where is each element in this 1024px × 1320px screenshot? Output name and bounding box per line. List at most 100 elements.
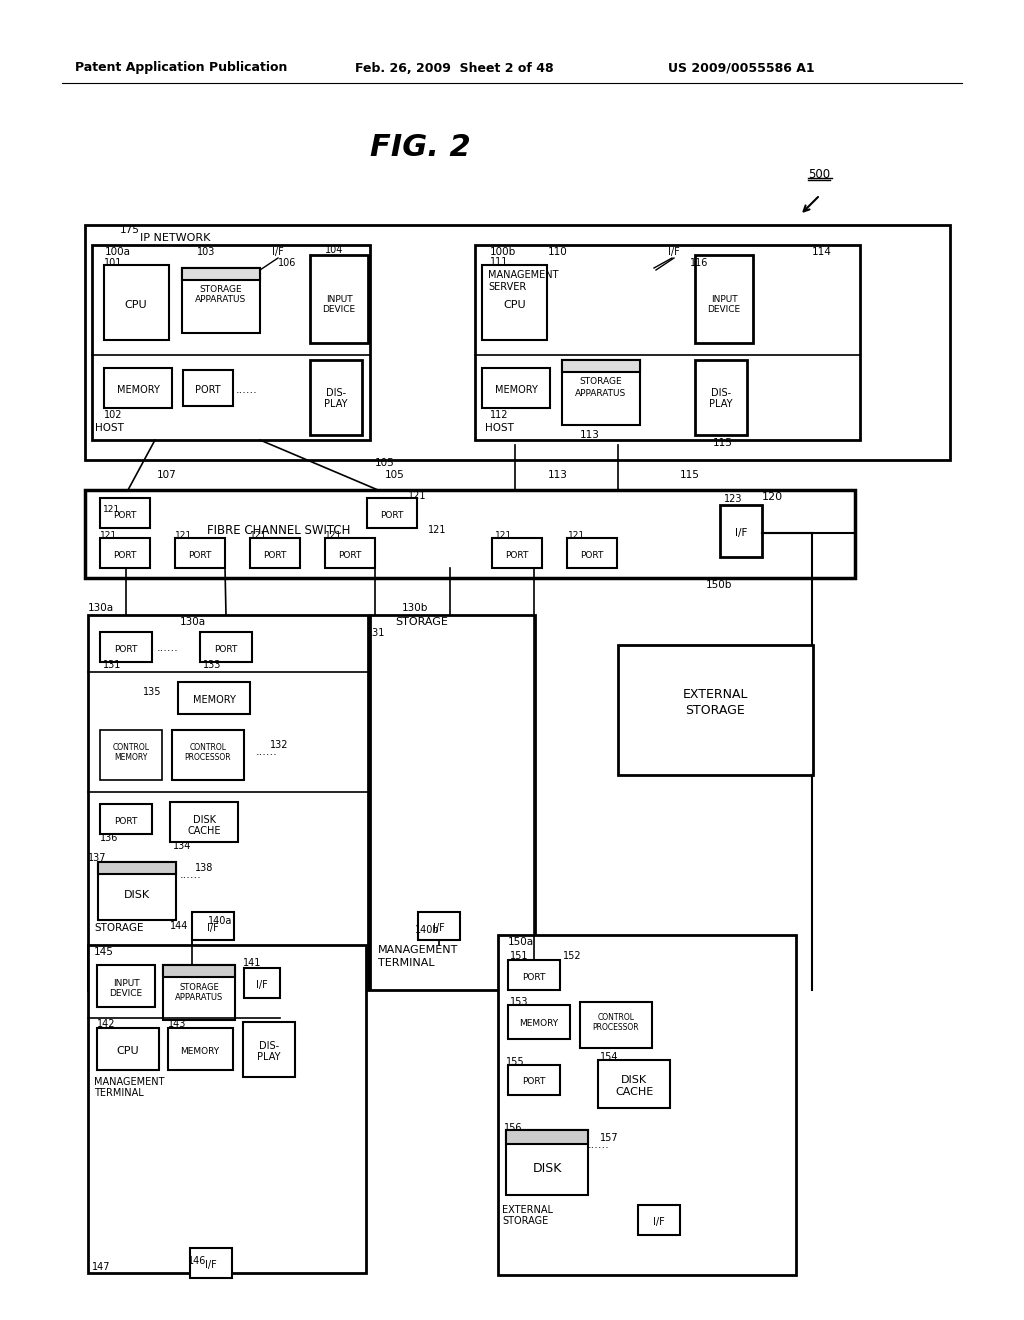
Text: 133: 133 xyxy=(203,660,221,671)
Bar xyxy=(178,682,250,714)
Text: I/F: I/F xyxy=(207,923,219,933)
Text: EXTERNAL: EXTERNAL xyxy=(682,689,748,701)
Text: MANAGEMENT: MANAGEMENT xyxy=(94,1077,165,1086)
Text: PORT: PORT xyxy=(115,817,137,825)
Bar xyxy=(720,506,762,557)
Text: 146: 146 xyxy=(188,1257,207,1266)
Text: 121: 121 xyxy=(428,525,446,535)
Text: CACHE: CACHE xyxy=(614,1086,653,1097)
Text: 150b: 150b xyxy=(706,579,732,590)
Bar xyxy=(244,968,280,998)
Text: SERVER: SERVER xyxy=(488,282,526,292)
Text: 105: 105 xyxy=(375,458,394,469)
Text: STORAGE: STORAGE xyxy=(395,616,447,627)
Text: CACHE: CACHE xyxy=(187,826,221,836)
Bar xyxy=(695,255,753,343)
Text: DIS-: DIS- xyxy=(326,388,346,399)
Bar xyxy=(168,1028,233,1071)
Text: ......: ...... xyxy=(157,643,179,653)
Text: DEVICE: DEVICE xyxy=(708,305,740,314)
Bar xyxy=(598,1060,670,1107)
Text: 100a: 100a xyxy=(105,247,131,257)
Text: 130b: 130b xyxy=(402,603,428,612)
Text: CPU: CPU xyxy=(117,1045,139,1056)
Text: MEMORY: MEMORY xyxy=(117,385,160,395)
Text: 105: 105 xyxy=(385,470,404,480)
Text: PORT: PORT xyxy=(522,1077,546,1086)
Text: 121: 121 xyxy=(103,506,120,515)
Text: 151: 151 xyxy=(510,950,528,961)
Bar xyxy=(418,912,460,940)
Text: 113: 113 xyxy=(580,430,600,440)
Text: 152: 152 xyxy=(563,950,582,961)
Text: ......: ...... xyxy=(588,1140,609,1150)
Bar xyxy=(562,360,640,372)
Text: ......: ...... xyxy=(180,870,202,880)
Bar xyxy=(172,730,244,780)
Text: CONTROL: CONTROL xyxy=(597,1014,635,1023)
Text: 120: 120 xyxy=(762,492,783,502)
Text: MEMORY: MEMORY xyxy=(115,754,147,763)
Text: PORT: PORT xyxy=(263,550,287,560)
Text: 155: 155 xyxy=(506,1057,524,1067)
Text: 121: 121 xyxy=(100,531,117,540)
Bar xyxy=(250,539,300,568)
Text: I/F: I/F xyxy=(653,1217,665,1228)
Bar xyxy=(100,539,150,568)
Bar xyxy=(638,1205,680,1236)
Text: HOST: HOST xyxy=(95,422,124,433)
Text: 137: 137 xyxy=(88,853,106,863)
Text: I/F: I/F xyxy=(205,1261,217,1270)
Bar xyxy=(370,615,535,990)
Text: DISK: DISK xyxy=(532,1162,562,1175)
Bar xyxy=(182,268,260,333)
Text: DEVICE: DEVICE xyxy=(110,990,142,998)
Text: 136: 136 xyxy=(100,833,119,843)
Text: DISK: DISK xyxy=(193,814,215,825)
Text: 106: 106 xyxy=(278,257,296,268)
Text: 131: 131 xyxy=(103,660,122,671)
Text: 150a: 150a xyxy=(508,937,535,946)
Bar xyxy=(200,632,252,663)
Bar xyxy=(85,490,855,578)
Text: 144: 144 xyxy=(170,921,188,931)
Bar xyxy=(88,945,366,1272)
Bar xyxy=(92,246,370,440)
Text: PORT: PORT xyxy=(380,511,403,520)
Text: INPUT: INPUT xyxy=(326,294,352,304)
Text: EXTERNAL: EXTERNAL xyxy=(502,1205,553,1214)
Bar xyxy=(492,539,542,568)
Bar xyxy=(183,370,233,407)
Text: FIG. 2: FIG. 2 xyxy=(370,133,470,162)
Text: PORT: PORT xyxy=(214,644,238,653)
Bar xyxy=(190,1247,232,1278)
Text: CONTROL: CONTROL xyxy=(113,743,150,752)
Text: 142: 142 xyxy=(97,1019,116,1030)
Text: CONTROL: CONTROL xyxy=(189,743,226,752)
Text: PORT: PORT xyxy=(114,511,136,520)
Text: 121: 121 xyxy=(175,531,193,540)
Text: PROCESSOR: PROCESSOR xyxy=(184,754,231,763)
Text: 130a: 130a xyxy=(88,603,114,612)
Text: PROCESSOR: PROCESSOR xyxy=(593,1023,639,1032)
Text: STORAGE: STORAGE xyxy=(502,1216,548,1226)
Bar xyxy=(104,265,169,341)
Text: MEMORY: MEMORY xyxy=(495,385,538,395)
Text: 114: 114 xyxy=(812,247,831,257)
Bar xyxy=(506,1130,588,1195)
Text: CPU: CPU xyxy=(125,300,147,310)
Bar xyxy=(562,360,640,425)
Bar xyxy=(88,615,368,990)
Text: STORAGE: STORAGE xyxy=(685,704,744,717)
Text: 115: 115 xyxy=(713,438,733,447)
Text: IP NETWORK: IP NETWORK xyxy=(140,234,210,243)
Text: 103: 103 xyxy=(197,247,215,257)
Text: ......: ...... xyxy=(236,385,258,395)
Text: 157: 157 xyxy=(600,1133,618,1143)
Text: CPU: CPU xyxy=(504,300,526,310)
Bar xyxy=(98,862,176,874)
Bar xyxy=(567,539,617,568)
Text: STORAGE: STORAGE xyxy=(580,378,623,387)
Text: 121: 121 xyxy=(325,531,342,540)
Text: 132: 132 xyxy=(270,741,289,750)
